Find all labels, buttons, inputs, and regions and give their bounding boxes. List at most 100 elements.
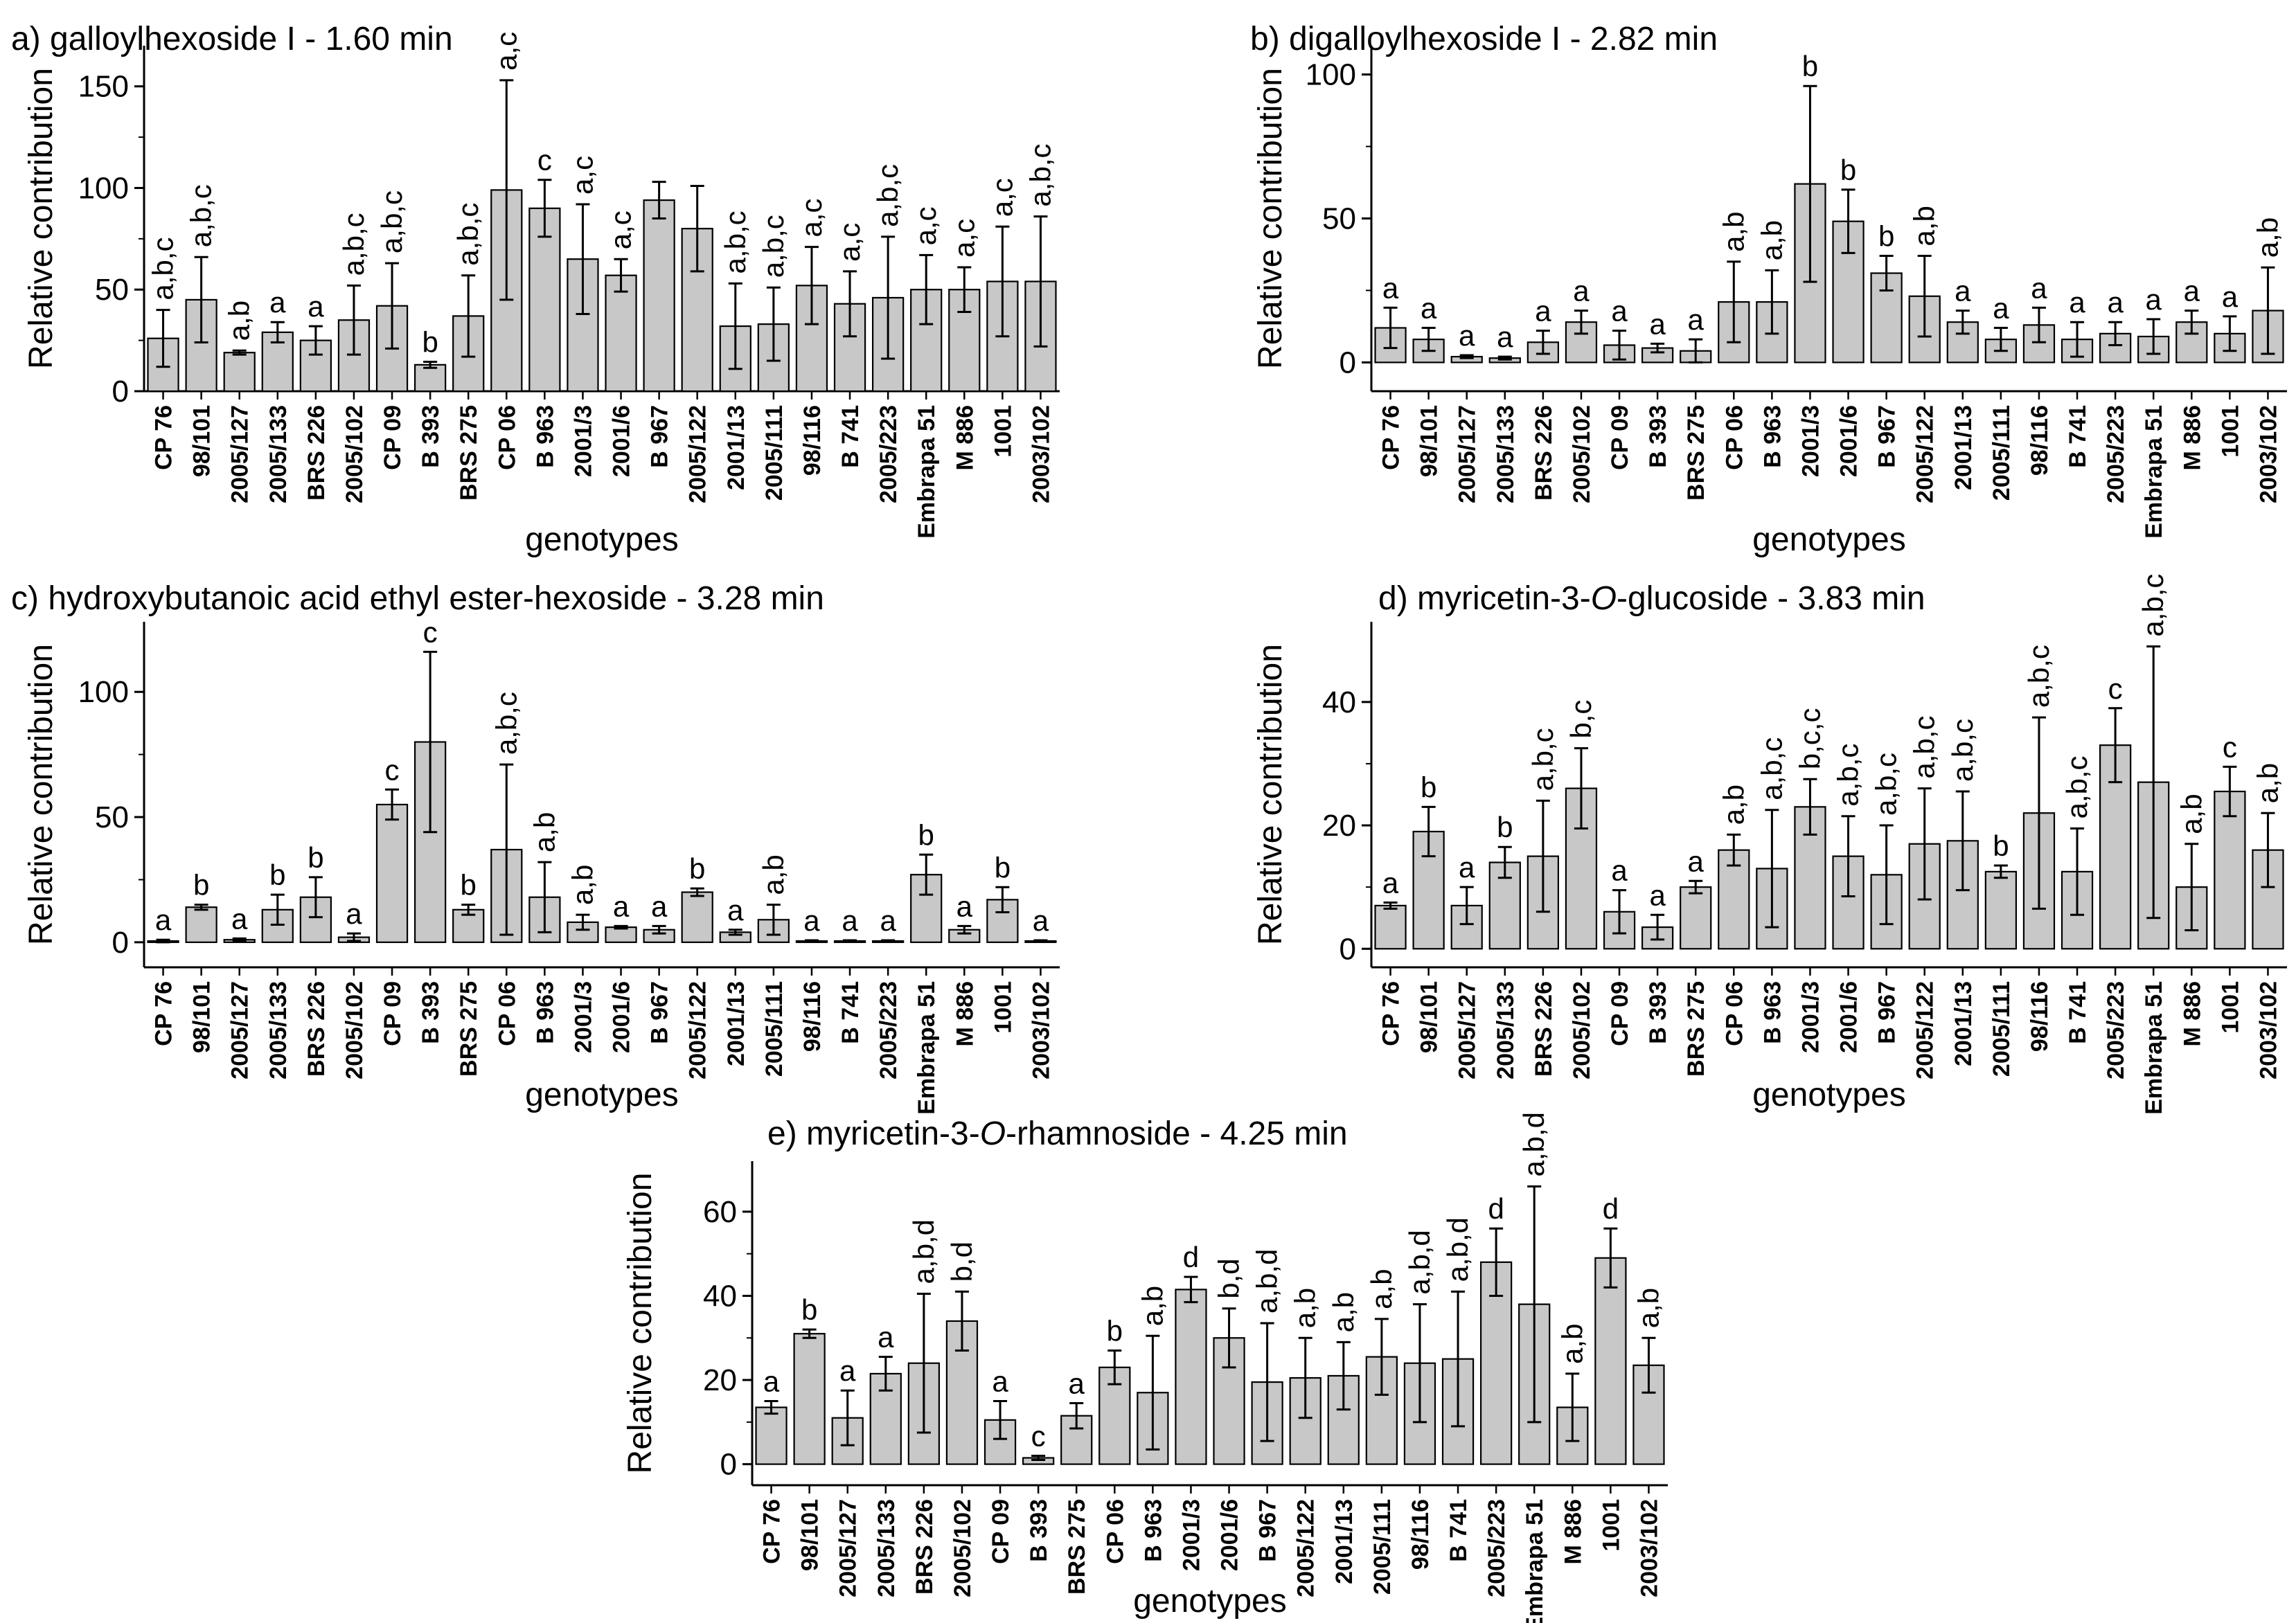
significance-label: a (346, 897, 362, 930)
significance-label: a (1459, 319, 1475, 352)
significance-label: a,b (566, 865, 598, 905)
significance-label: a,b (2251, 763, 2284, 803)
significance-label: a,b,c (337, 213, 370, 276)
significance-label: c (2108, 672, 2123, 705)
bar (793, 1333, 826, 1465)
significance-label: b (422, 325, 438, 358)
significance-label: a,b (2251, 217, 2284, 258)
x-category-label: CP 76 (1378, 405, 1405, 470)
x-category-label: CP 09 (1607, 405, 1633, 470)
significance-label: a,b (1289, 1288, 1321, 1328)
x-category-label: 98/101 (189, 405, 215, 477)
panel-e: e) myricetin-3-O-rhamnoside - 4.25 min 0 2… (622, 1112, 1668, 1623)
y-tick-label: 50 (1322, 202, 1356, 236)
significance-label: b (1802, 50, 1818, 82)
panel-title: d) myricetin-3-O-glucoside - 3.83 min (1378, 580, 1925, 617)
x-category-label: 2005/223 (875, 981, 902, 1079)
x-category-label: BRS 226 (911, 1499, 938, 1595)
x-category-label: CP 09 (1607, 981, 1633, 1046)
x-category-label: CP 76 (151, 405, 177, 470)
significance-label: a (956, 890, 973, 922)
significance-label: a,b,c (2061, 755, 2093, 818)
significance-label: a,b,c (147, 237, 179, 301)
x-category-label: BRS 226 (1531, 405, 1557, 501)
y-axis-label: Relative contribution (1252, 644, 1289, 945)
x-category-label: 2005/111 (761, 405, 787, 501)
x-category-label: 2005/102 (1569, 405, 1595, 503)
significance-label: b (1497, 811, 1513, 843)
x-category-label: 2005/133 (265, 981, 292, 1079)
significance-label: a (1573, 275, 1590, 307)
x-category-label: B 963 (1759, 981, 1786, 1044)
significance-label: a (231, 902, 248, 935)
x-axis-label: genotypes (525, 1077, 679, 1113)
x-category-label: 2001/3 (1178, 1499, 1204, 1571)
title-italic-text: O (1591, 580, 1617, 617)
significance-label: c (1031, 1419, 1046, 1452)
significance-label: b (269, 859, 285, 891)
significance-label: a (842, 904, 858, 937)
x-category-label: CP 06 (1721, 981, 1747, 1046)
x-category-label: 2005/122 (1293, 1499, 1319, 1597)
x-category-label: 2001/3 (570, 981, 596, 1053)
x-category-label: BRS 275 (456, 405, 482, 501)
x-category-label: 1001 (2217, 981, 2243, 1034)
bar (1946, 321, 1979, 364)
x-category-label: 2005/102 (1569, 981, 1595, 1079)
significance-label: b,d (1213, 1258, 1245, 1298)
significance-label: a (1611, 295, 1628, 328)
y-tick-label: 0 (112, 375, 129, 409)
x-category-label: CP 06 (494, 405, 520, 470)
x-category-label: 2005/127 (1454, 981, 1481, 1079)
significance-label: b,c (1565, 700, 1597, 739)
significance-label: a (1649, 879, 1666, 911)
significance-label: a (878, 1321, 894, 1354)
x-category-label: CP 09 (380, 981, 406, 1046)
x-category-label: M 886 (2179, 981, 2205, 1047)
x-category-label: 2005/122 (685, 981, 711, 1079)
panel-d: d) myricetin-3-O-glucoside - 3.83 min 0 20… (1252, 574, 2287, 1115)
significance-label: b (1878, 220, 1894, 253)
y-tick-label: 50 (95, 273, 129, 307)
x-category-label: B 963 (1140, 1499, 1166, 1562)
x-category-label: 2005/102 (950, 1499, 976, 1597)
bar (1794, 806, 1826, 950)
bar (605, 274, 637, 393)
significance-label: a,b,c (871, 164, 904, 227)
significance-label: a,b (1632, 1288, 1664, 1328)
x-category-label: 2001/3 (570, 405, 596, 477)
panel-title: b) digalloylhexoside I - 2.82 min (1250, 21, 1718, 57)
x-category-label: 2005/111 (1988, 405, 2015, 501)
x-category-label: 2005/111 (1988, 981, 2015, 1077)
x-category-label: CP 06 (494, 981, 520, 1046)
x-category-label: BRS 226 (1531, 981, 1557, 1077)
significance-label: a,b,c (1024, 144, 1056, 207)
x-category-label: 2005/223 (2103, 981, 2129, 1079)
significance-label: b (308, 841, 323, 874)
panel-title: e) myricetin-3-O-rhamnoside - 4.25 min (767, 1115, 1348, 1152)
significance-label: a (1611, 854, 1628, 887)
x-category-label: 2005/122 (1912, 981, 1939, 1079)
significance-label: a,b,c (1908, 716, 1941, 779)
bar (681, 891, 713, 943)
x-category-label: 2005/111 (1369, 1499, 1396, 1595)
x-category-label: BRS 226 (303, 405, 330, 501)
significance-label: b,c,c (1793, 708, 1826, 770)
x-category-label: B 967 (647, 405, 673, 468)
significance-label: a (1955, 275, 1971, 307)
y-tick-label: 100 (78, 675, 129, 709)
significance-label: a (1069, 1367, 1085, 1399)
significance-label: a (2069, 286, 2085, 319)
significance-label: a (2031, 271, 2047, 304)
significance-label: a,b,c (719, 210, 751, 274)
x-category-label: 2005/102 (341, 981, 368, 1079)
x-category-label: 2001/3 (1797, 405, 1824, 477)
y-tick-label: 0 (1340, 932, 1356, 966)
significance-label: a,b,c (2137, 574, 2169, 637)
x-category-label: 2005/111 (761, 981, 787, 1077)
x-category-label: BRS 275 (1683, 405, 1709, 501)
significance-label: d (1488, 1192, 1504, 1225)
x-category-label: CP 76 (1378, 981, 1405, 1046)
significance-label: a,b (1556, 1324, 1588, 1364)
x-axis-label: genotypes (1752, 521, 1906, 558)
